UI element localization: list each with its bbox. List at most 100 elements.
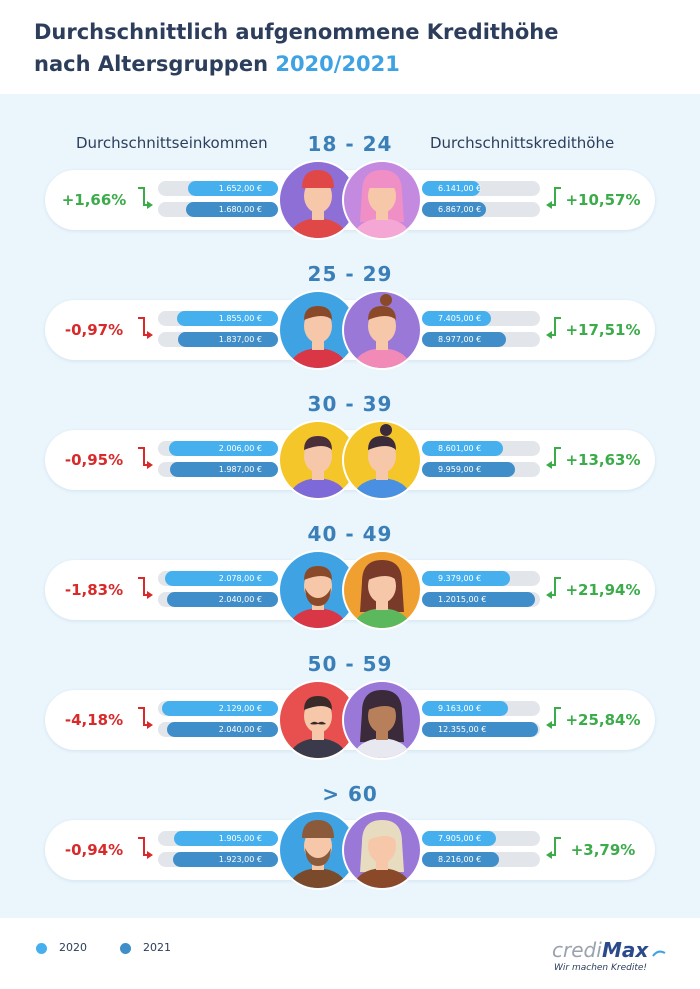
income-bar-2020 xyxy=(165,571,278,586)
loan-arrow-container xyxy=(543,575,563,601)
loan-bar-2020 xyxy=(422,831,496,846)
avatar-young-woman-pink-beanie-icon xyxy=(342,160,422,240)
income-change-label: -1,83% xyxy=(64,581,124,599)
age-group-label: 50 - 59 xyxy=(307,652,393,676)
logo-word-max: Max xyxy=(602,938,649,962)
income-arrow-container xyxy=(136,575,156,601)
loan-bar-2021 xyxy=(422,202,486,217)
credimax-logo: credi Max Wir machen Kredite! xyxy=(548,938,683,978)
income-bar-2020 xyxy=(188,181,278,196)
income-bar-2021-value: 2.040,00 € xyxy=(218,595,262,604)
loan-trend-arrow-icon xyxy=(546,447,561,469)
loan-arrow-container xyxy=(543,705,563,731)
loan-bar-2021-track: 8.977,00 € xyxy=(422,332,540,347)
loan-bar-2021-track: 12.355,00 € xyxy=(422,722,540,737)
income-bar-2021 xyxy=(167,722,278,737)
loan-arrow-container xyxy=(543,315,563,341)
logo-swoosh-icon xyxy=(652,950,666,957)
legend-label-2021: 2021 xyxy=(143,941,171,954)
loan-trend-arrow-icon xyxy=(546,187,561,209)
age-group-label: > 60 xyxy=(322,782,378,806)
legend-swatch-2021 xyxy=(120,943,131,954)
income-bar-2020-value: 2.006,00 € xyxy=(218,444,262,453)
loan-bar-2021-track: 6.867,00 € xyxy=(422,202,540,217)
loan-bar-2021 xyxy=(422,462,515,477)
avatar-right xyxy=(342,810,422,894)
age-group-label: 18 - 24 xyxy=(307,132,393,156)
income-bar-2020-value: 1.855,00 € xyxy=(218,314,262,323)
income-bar-2020-track: 1.905,00 € xyxy=(158,831,278,846)
income-change-label: -0,94% xyxy=(64,841,124,859)
age-group-label: 30 - 39 xyxy=(307,392,393,416)
income-bar-2021 xyxy=(173,852,278,867)
avatar-older-woman-scarf-icon xyxy=(342,810,422,890)
income-trend-arrow-icon xyxy=(138,837,153,859)
income-bar-2020-track: 2.129,00 € xyxy=(158,701,278,716)
income-bar-2020-track: 2.006,00 € xyxy=(158,441,278,456)
avatar-mustache-man-suit-icon xyxy=(278,680,358,760)
avatar-left xyxy=(278,680,358,764)
income-bar-2021-track: 1.680,00 € xyxy=(158,202,278,217)
income-bar-2021-value: 1.987,00 € xyxy=(218,465,262,474)
income-bar-2020 xyxy=(177,311,278,326)
loan-bar-2020-track: 9.379,00 € xyxy=(422,571,540,586)
income-trend-arrow-icon xyxy=(138,187,153,209)
loan-bar-2020-value: 7.405,00 € xyxy=(438,314,482,323)
loan-bar-2020-value: 7.905,00 € xyxy=(438,834,482,843)
loan-change-label: +21,94% xyxy=(565,581,641,599)
loan-bar-2020-track: 7.905,00 € xyxy=(422,831,540,846)
chart-panel xyxy=(0,94,700,918)
loan-bar-2021-track: 8.216,00 € xyxy=(422,852,540,867)
loan-arrow-container xyxy=(543,445,563,471)
income-change-label: -0,95% xyxy=(64,451,124,469)
loan-bar-2021 xyxy=(422,332,506,347)
logo-word-credi: credi xyxy=(552,938,602,962)
loan-trend-arrow-icon xyxy=(546,837,561,859)
loan-change-label: +3,79% xyxy=(570,841,636,859)
loan-bar-2020-track: 8.601,00 € xyxy=(422,441,540,456)
loan-bar-2020-track: 6.141,00 € xyxy=(422,181,540,196)
income-bar-2020-track: 1.652,00 € xyxy=(158,181,278,196)
avatar-woman-curly-hair-icon xyxy=(342,680,422,760)
loan-bar-2021-value: 8.977,00 € xyxy=(438,335,482,344)
income-bar-2021 xyxy=(178,332,278,347)
loan-bar-2020 xyxy=(422,181,480,196)
income-bar-2021-track: 1.987,00 € xyxy=(158,462,278,477)
logo-tagline: Wir machen Kredite! xyxy=(554,963,648,973)
loan-bar-2020 xyxy=(422,311,491,326)
loan-bar-2020 xyxy=(422,441,503,456)
income-bar-2020-track: 1.855,00 € xyxy=(158,311,278,326)
income-bar-2020 xyxy=(169,441,278,456)
income-bar-2021-value: 1.837,00 € xyxy=(218,335,262,344)
legend-label-2020: 2020 xyxy=(59,941,87,954)
income-bar-2020-value: 2.129,00 € xyxy=(218,704,262,713)
income-bar-2021-track: 1.837,00 € xyxy=(158,332,278,347)
income-bar-2021-track: 1.923,00 € xyxy=(158,852,278,867)
income-arrow-container xyxy=(136,315,156,341)
avatar-right xyxy=(342,550,422,634)
income-bar-2021 xyxy=(167,592,278,607)
loan-bar-2021-track: 9.959,00 € xyxy=(422,462,540,477)
income-bar-2020-value: 1.652,00 € xyxy=(218,184,262,193)
loan-column-header: Durchschnittskredithöhe xyxy=(430,134,615,152)
income-arrow-container xyxy=(136,185,156,211)
income-bar-2021-track: 2.040,00 € xyxy=(158,592,278,607)
loan-bar-2020-value: 9.163,00 € xyxy=(438,704,482,713)
avatar-left xyxy=(278,290,358,374)
title-line-1: Durchschnittlich aufgenommene Kredithöhe xyxy=(34,20,559,44)
loan-change-label: +10,57% xyxy=(565,191,641,209)
loan-bar-2020-track: 9.163,00 € xyxy=(422,701,540,716)
income-trend-arrow-icon xyxy=(138,317,153,339)
avatar-right xyxy=(342,290,422,374)
loan-bar-2020-value: 6.141,00 € xyxy=(438,184,482,193)
income-bar-2021-value: 1.680,00 € xyxy=(218,205,262,214)
avatar-left xyxy=(278,160,358,244)
title-years: 2020/2021 xyxy=(275,52,400,76)
income-change-label: -0,97% xyxy=(64,321,124,339)
avatar-woman-pink-hoodie-icon xyxy=(342,290,422,370)
loan-bar-2021 xyxy=(422,592,535,607)
avatar-left xyxy=(278,420,358,504)
income-trend-arrow-icon xyxy=(138,577,153,599)
income-bar-2021-value: 2.040,00 € xyxy=(218,725,262,734)
loan-bar-2021-track: 1.2015,00 € xyxy=(422,592,540,607)
